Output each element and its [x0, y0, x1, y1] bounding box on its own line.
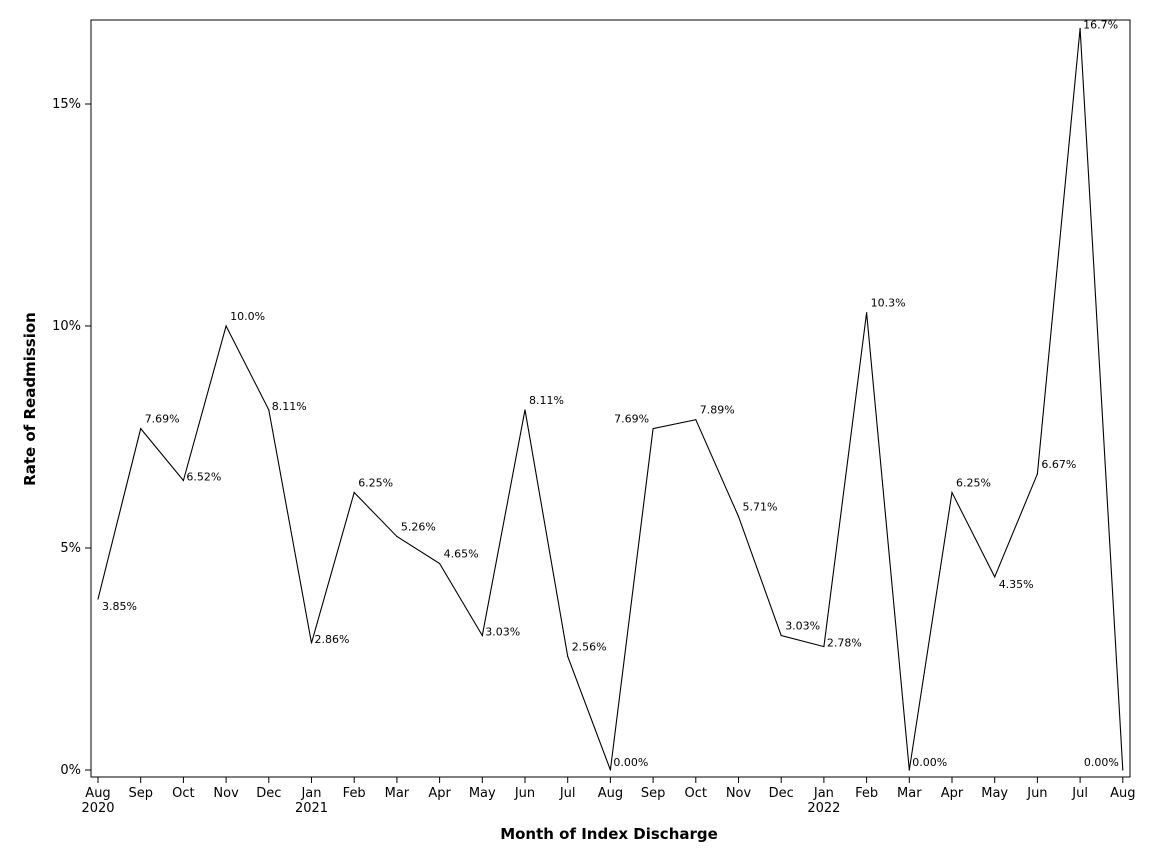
data-label: 0.00%: [912, 756, 947, 769]
data-label: 7.89%: [700, 404, 735, 417]
x-axis-title: Month of Index Discharge: [500, 825, 718, 843]
data-point: [609, 769, 612, 771]
data-point: [310, 642, 313, 644]
data-label: 10.0%: [230, 310, 265, 323]
x-tick-label: Nov: [213, 786, 239, 801]
x-tick-label: May: [469, 786, 496, 801]
series-layer: [97, 27, 1124, 771]
x-tick-label: Jan: [813, 786, 834, 801]
x-tick-label: Mar: [897, 786, 922, 801]
x-tick-label: Jan: [300, 786, 321, 801]
data-label: 16.7%: [1083, 19, 1118, 32]
x-tick-label: Apr: [428, 786, 451, 801]
x-year-label: 2022: [807, 801, 840, 816]
series-line: [97, 28, 1124, 771]
data-point: [140, 427, 142, 430]
plot-frame: [90, 19, 1131, 778]
data-label: 2.56%: [572, 640, 607, 653]
data-point: [994, 576, 996, 578]
data-point: [866, 312, 868, 314]
data-point: [951, 491, 953, 494]
data-point: [652, 427, 654, 430]
data-label: 3.85%: [102, 600, 137, 613]
data-label: 4.35%: [999, 578, 1034, 591]
x-tick-label: Oct: [172, 786, 194, 801]
x-tick-label: Apr: [941, 786, 964, 801]
x-tick-label: Feb: [855, 786, 878, 801]
data-point: [97, 598, 99, 600]
data-label: 8.11%: [272, 400, 307, 413]
x-tick-label: Oct: [685, 786, 707, 801]
data-label: 2.86%: [315, 633, 350, 646]
data-label: 7.69%: [614, 413, 649, 426]
data-point: [225, 325, 227, 327]
x-tick-label: Dec: [769, 786, 794, 801]
x-tick-label: Sep: [641, 786, 666, 801]
y-axis-title: Rate of Readmission: [21, 312, 39, 486]
data-point: [439, 562, 441, 565]
data-label: 3.03%: [485, 625, 520, 638]
data-point: [396, 535, 398, 538]
data-point: [823, 645, 825, 648]
x-tick-label: May: [981, 786, 1008, 801]
x-tick-label: Aug: [598, 786, 623, 801]
data-point: [481, 634, 483, 637]
x-tick-label: Jul: [559, 786, 576, 801]
data-label: 0.00%: [1084, 756, 1119, 769]
x-tick-label: Jun: [1026, 786, 1047, 801]
data-point: [908, 769, 910, 771]
x-tick-label: Aug: [1110, 786, 1135, 801]
data-label: 0.00%: [613, 756, 648, 769]
data-point: [353, 491, 355, 494]
x-year-label: 2020: [81, 801, 114, 816]
data-label: 6.52%: [186, 471, 221, 484]
x-tick-label: Jul: [1071, 786, 1088, 801]
data-point: [780, 634, 782, 637]
data-point: [524, 409, 526, 411]
data-point: [1036, 473, 1038, 475]
x-tick-label: Dec: [256, 786, 281, 801]
y-tick-label: 10%: [52, 319, 81, 334]
data-label: 10.3%: [871, 297, 906, 310]
data-label: 5.71%: [743, 500, 778, 513]
data-label-layer: 3.85% 7.69% 6.52% 10.0% 8.11% 2.86% 6.25% 5.26%…: [102, 19, 1119, 769]
data-label: 6.25%: [956, 477, 991, 490]
x-tick-label: Sep: [128, 786, 153, 801]
data-label: 8.11%: [529, 394, 564, 407]
data-label: 3.03%: [785, 619, 820, 632]
data-point: [567, 655, 569, 657]
data-label: 2.78%: [827, 637, 862, 650]
data-label: 7.69%: [145, 413, 180, 426]
x-tick-label: Jun: [514, 786, 535, 801]
data-point: [737, 515, 740, 518]
data-point: [695, 419, 697, 421]
x-tick-label: Mar: [385, 786, 410, 801]
data-point: [182, 479, 184, 482]
x-tick-label: Aug: [85, 786, 110, 801]
y-axis: 0% 5% 10% 15%: [52, 97, 91, 778]
x-tick-label: Nov: [726, 786, 752, 801]
x-tick-label: Feb: [343, 786, 366, 801]
data-point: [1079, 27, 1081, 30]
y-tick-label: 0%: [60, 763, 81, 778]
data-label: 5.26%: [401, 520, 436, 533]
y-tick-label: 15%: [52, 97, 81, 112]
y-tick-label: 5%: [60, 541, 81, 556]
data-label: 4.65%: [444, 548, 479, 561]
data-point: [1122, 769, 1124, 771]
data-point: [268, 409, 270, 411]
x-year-label: 2021: [295, 801, 328, 816]
data-label: 6.67%: [1041, 458, 1076, 471]
data-label: 6.25%: [358, 477, 393, 490]
